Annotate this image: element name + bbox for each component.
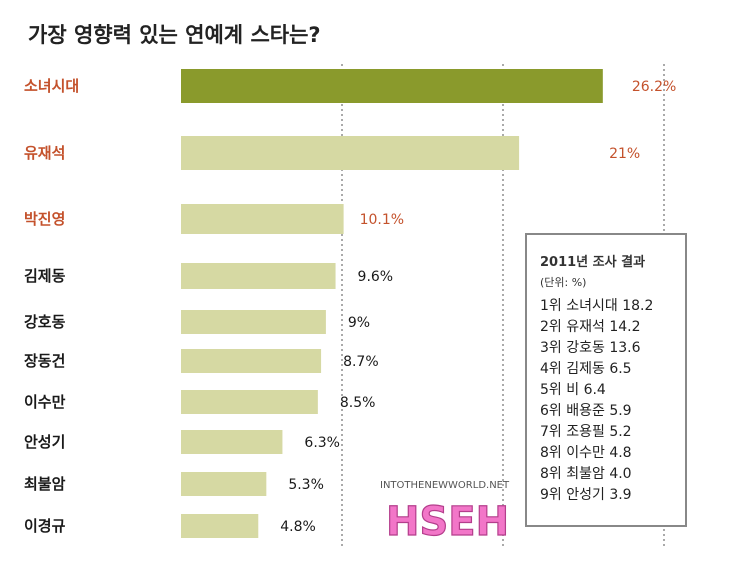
category-label: 안성기 [24, 433, 65, 451]
bar [181, 69, 603, 103]
watermark-logo: INTOTHENEWWORLD.NET HSEH [380, 480, 510, 546]
bars [181, 69, 603, 538]
bar [181, 390, 318, 414]
survey-box-item: 2위 유재석 14.2 [540, 319, 641, 335]
value-label: 6.3% [304, 435, 340, 451]
value-label: 8.7% [343, 354, 379, 370]
bar [181, 430, 283, 454]
category-label: 김제동 [24, 267, 66, 285]
category-label: 강호동 [24, 313, 66, 331]
category-label: 유재석 [24, 144, 65, 162]
survey-box-item: 8위 최불암 4.0 [540, 466, 632, 482]
bar [181, 514, 259, 538]
survey-box-item: 4위 김제동 6.5 [540, 361, 632, 377]
watermark-logo-text: HSEH [386, 499, 509, 545]
watermark-site-text: INTOTHENEWWORLD.NET [380, 480, 510, 491]
survey-box-item: 1위 소녀시대 18.2 [540, 298, 653, 314]
survey-box-item: 3위 강호동 13.6 [540, 340, 641, 356]
bar [181, 204, 344, 234]
value-label: 5.3% [288, 477, 324, 493]
survey-box-item: 6위 배용준 5.9 [540, 403, 632, 419]
bar [181, 472, 267, 496]
category-label: 최불암 [24, 475, 66, 493]
survey-box-title: 2011년 조사 결과 [540, 254, 645, 270]
value-label: 9% [348, 315, 370, 331]
survey-box-frame [525, 233, 687, 527]
value-labels: 26.2% 21% 10.1% 9.6% 9% 8.7% 8.5% 6.3% 5.3% 4.8% [280, 79, 676, 535]
survey-box-item: 8위 이수만 4.8 [540, 445, 632, 461]
value-label: 21% [609, 146, 640, 162]
survey-box-items: 1위 소녀시대 18.2 2위 유재석 14.2 3위 강호동 13.6 4위 김제동… [540, 298, 653, 503]
category-label: 장동건 [24, 352, 65, 370]
bar [181, 349, 322, 373]
survey-box-item: 9위 안성기 3.9 [540, 487, 632, 503]
value-label: 8.5% [340, 395, 376, 411]
value-label: 9.6% [358, 269, 394, 285]
category-label: 소녀시대 [24, 77, 79, 95]
value-label: 26.2% [632, 79, 676, 95]
survey-box-unit: (단위: %) [540, 276, 586, 289]
survey-2011-box: 2011년 조사 결과 (단위: %) 1위 소녀시대 18.2 2위 유재석 1… [525, 233, 687, 527]
value-label: 4.8% [280, 519, 316, 535]
bar [181, 136, 520, 170]
survey-box-item: 7위 조용필 5.2 [540, 424, 632, 440]
bar [181, 310, 326, 334]
survey-box-item: 5위 비 6.4 [540, 382, 606, 398]
chart-title: 가장 영향력 있는 연예계 스타는? [28, 23, 321, 47]
category-label: 박진영 [24, 210, 65, 228]
value-label: 10.1% [360, 212, 404, 228]
bar [181, 263, 336, 289]
category-label: 이수만 [24, 393, 66, 411]
category-label: 이경규 [24, 517, 66, 535]
